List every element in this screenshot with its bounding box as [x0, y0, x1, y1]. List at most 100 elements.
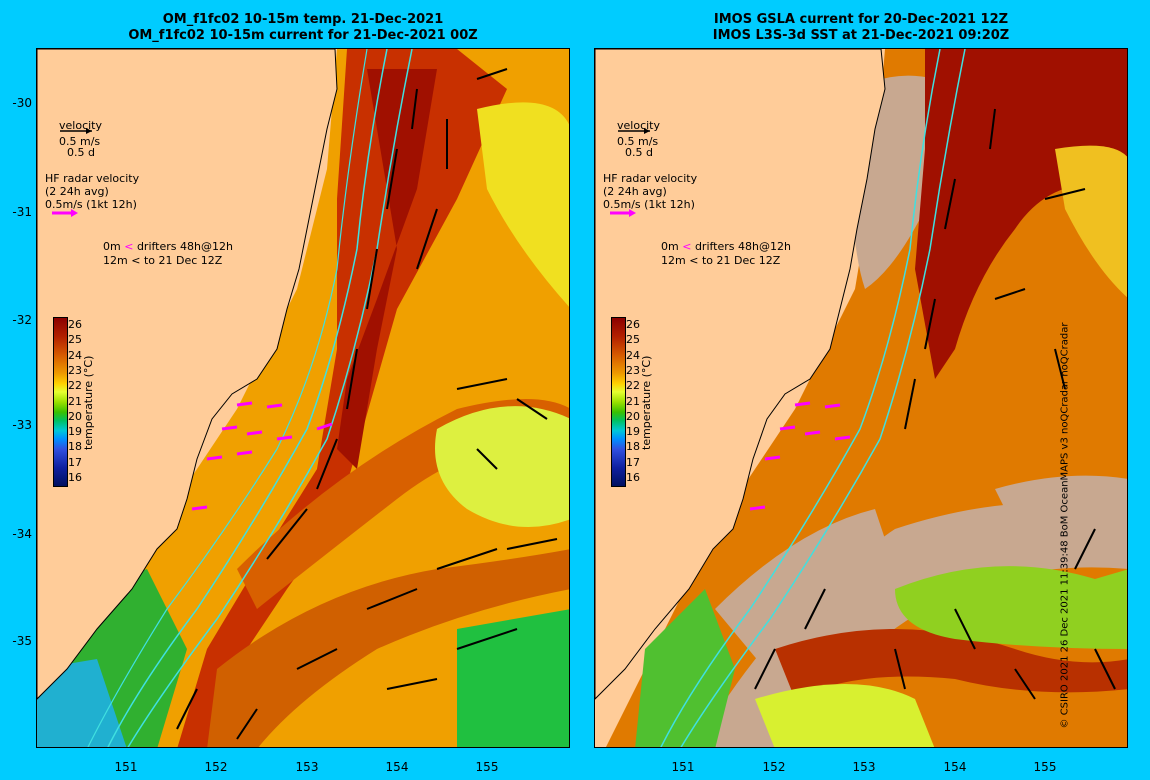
- cool-patch-east: [435, 406, 569, 527]
- right-map-canvas: [595, 49, 1127, 747]
- velocity-arrow: [506, 538, 558, 550]
- x-tick-label: 152: [762, 760, 786, 774]
- eddy-lower-band: [207, 549, 569, 747]
- velocity-arrow: [316, 438, 338, 490]
- colorbar-tick-label: 22: [68, 379, 82, 393]
- velocity-arrow: [266, 508, 308, 560]
- left-model-temperature-map[interactable]: velocity 0.5 m/s 0.5 d HF radar velocity…: [36, 48, 570, 748]
- velocity-arrow: [1014, 668, 1036, 700]
- drifter-depth-0m: 0m: [103, 240, 121, 253]
- colorbar-tick-label: 19: [626, 425, 640, 439]
- velocity-arrow: [456, 628, 518, 650]
- x-tick-label: 153: [295, 760, 319, 774]
- drifter-track: [824, 403, 841, 409]
- colorbar-tick-label: 17: [626, 455, 640, 469]
- credit-text: © CSIRO 2021 26 Dec 2021 11:39:48 BoM Oc…: [1059, 322, 1071, 729]
- velocity-arrow: [386, 148, 398, 210]
- velocity-arrow: [516, 398, 548, 420]
- x-tick-label: 155: [1033, 760, 1057, 774]
- drifter-track: [834, 435, 851, 441]
- eac-hot-core: [915, 49, 1127, 379]
- velocity-arrow: [366, 248, 378, 310]
- bathymetry-contour: [107, 49, 388, 747]
- hf-radar-title: HF radar velocity: [45, 172, 140, 185]
- right-sst-map[interactable]: velocity 0.5 m/s 0.5 d HF radar velocity…: [594, 48, 1128, 748]
- eddy-warm-band: [775, 629, 1127, 699]
- x-tick-label: 155: [475, 760, 499, 774]
- velocity-arrow: [366, 588, 418, 610]
- colorbar-tick-label: 20: [68, 409, 82, 423]
- right-title-line2: IMOS L3S-3d SST at 21-Dec-2021 09:20Z: [712, 28, 1010, 43]
- shelf-cool-water: [635, 589, 735, 747]
- velocity-arrow: [989, 108, 996, 150]
- drifter-legend-text2: to 21 Dec 12Z: [701, 254, 781, 267]
- drifter-track: [276, 435, 293, 441]
- y-tick-label: -30: [12, 96, 32, 110]
- colorbar-tick-label: 16: [626, 471, 640, 484]
- drifter-depth-12m: 12m: [103, 254, 128, 267]
- velocity-arrow: [476, 68, 508, 80]
- drifter-marker-icon: <: [131, 254, 141, 267]
- colorbar-tick-label: 21: [68, 394, 82, 408]
- drifter-depth-12m: 12m: [661, 254, 686, 267]
- velocity-arrow: [1074, 528, 1096, 570]
- drifter-legend-line2: 12m < to 21 Dec 12Z: [103, 255, 222, 267]
- hf-radar-speed: 0.5m/s (1kt 12h): [45, 198, 137, 211]
- velocity-arrow: [804, 588, 826, 630]
- cool-patch-east: [895, 566, 1127, 649]
- colorbar-label: temperature (°C): [640, 355, 653, 450]
- left-title-line1: OM_f1fc02 10-15m temp. 21-Dec-2021: [162, 12, 444, 27]
- land-mass: [595, 49, 886, 700]
- land-mass: [37, 49, 338, 700]
- cool-patch-se: [755, 684, 935, 747]
- velocity-legend-speed: 0.5 m/s: [617, 135, 659, 148]
- x-tick-label: 151: [114, 760, 138, 774]
- drifter-track: [779, 425, 796, 431]
- velocity-legend-title: velocity: [59, 119, 102, 132]
- velocity-arrows: [176, 68, 558, 740]
- y-tick-label: -34: [12, 527, 32, 541]
- drifter-track: [804, 430, 821, 436]
- colorbar-tick-label: 26: [626, 318, 640, 331]
- drifter-track: [236, 450, 253, 456]
- colorbar-tick-label: 21: [626, 394, 640, 408]
- right-panel-title: IMOS GSLA current for 20-Dec-2021 12Z IM…: [594, 12, 1128, 44]
- cool-patch-se: [457, 609, 569, 747]
- drifter-track: [266, 403, 283, 409]
- x-tick-label: 152: [204, 760, 228, 774]
- y-tick-label: -32: [12, 313, 32, 327]
- colorbar-tick-label: 17: [68, 455, 82, 469]
- y-tick-label: -35: [12, 634, 32, 648]
- drifter-track: [794, 401, 811, 407]
- drifter-track: [316, 422, 333, 431]
- colorbar-tick-label: 18: [68, 440, 82, 454]
- drifter-track: [221, 425, 238, 431]
- velocity-arrow: [944, 178, 956, 230]
- colorbar-tick-label: 22: [626, 379, 640, 393]
- colorbar-tick-label: 19: [68, 425, 82, 439]
- eddy-warm-band: [237, 399, 569, 609]
- velocity-arrow: [411, 88, 418, 130]
- velocity-arrow: [954, 608, 976, 650]
- left-map-canvas: [37, 49, 569, 747]
- velocity-arrows: [754, 108, 1116, 700]
- velocity-legend-time: 0.5 d: [67, 146, 95, 159]
- eac-hot-core: [337, 69, 437, 469]
- velocity-arrow: [754, 648, 776, 690]
- colorbar-tick-label: 24: [68, 348, 82, 362]
- colorbar-tick-label: 26: [68, 318, 82, 331]
- velocity-arrow: [236, 708, 258, 740]
- x-tick-label: 153: [852, 760, 876, 774]
- colorbar-tick-label: 25: [626, 333, 640, 347]
- cool-patch-ne: [477, 102, 569, 307]
- drifter-track: [246, 430, 263, 436]
- velocity-arrow: [994, 288, 1026, 300]
- drifter-legend-line1: 0m < drifters 48h@12h: [103, 241, 233, 253]
- colorbar-tick-label: 18: [626, 440, 640, 454]
- hf-radar-speed: 0.5m/s (1kt 12h): [603, 198, 695, 211]
- no-data-cloud: [995, 475, 1127, 529]
- x-tick-label: 151: [671, 760, 695, 774]
- velocity-arrow: [346, 348, 358, 410]
- velocity-arrow: [176, 688, 198, 730]
- no-data-cloud: [715, 509, 895, 669]
